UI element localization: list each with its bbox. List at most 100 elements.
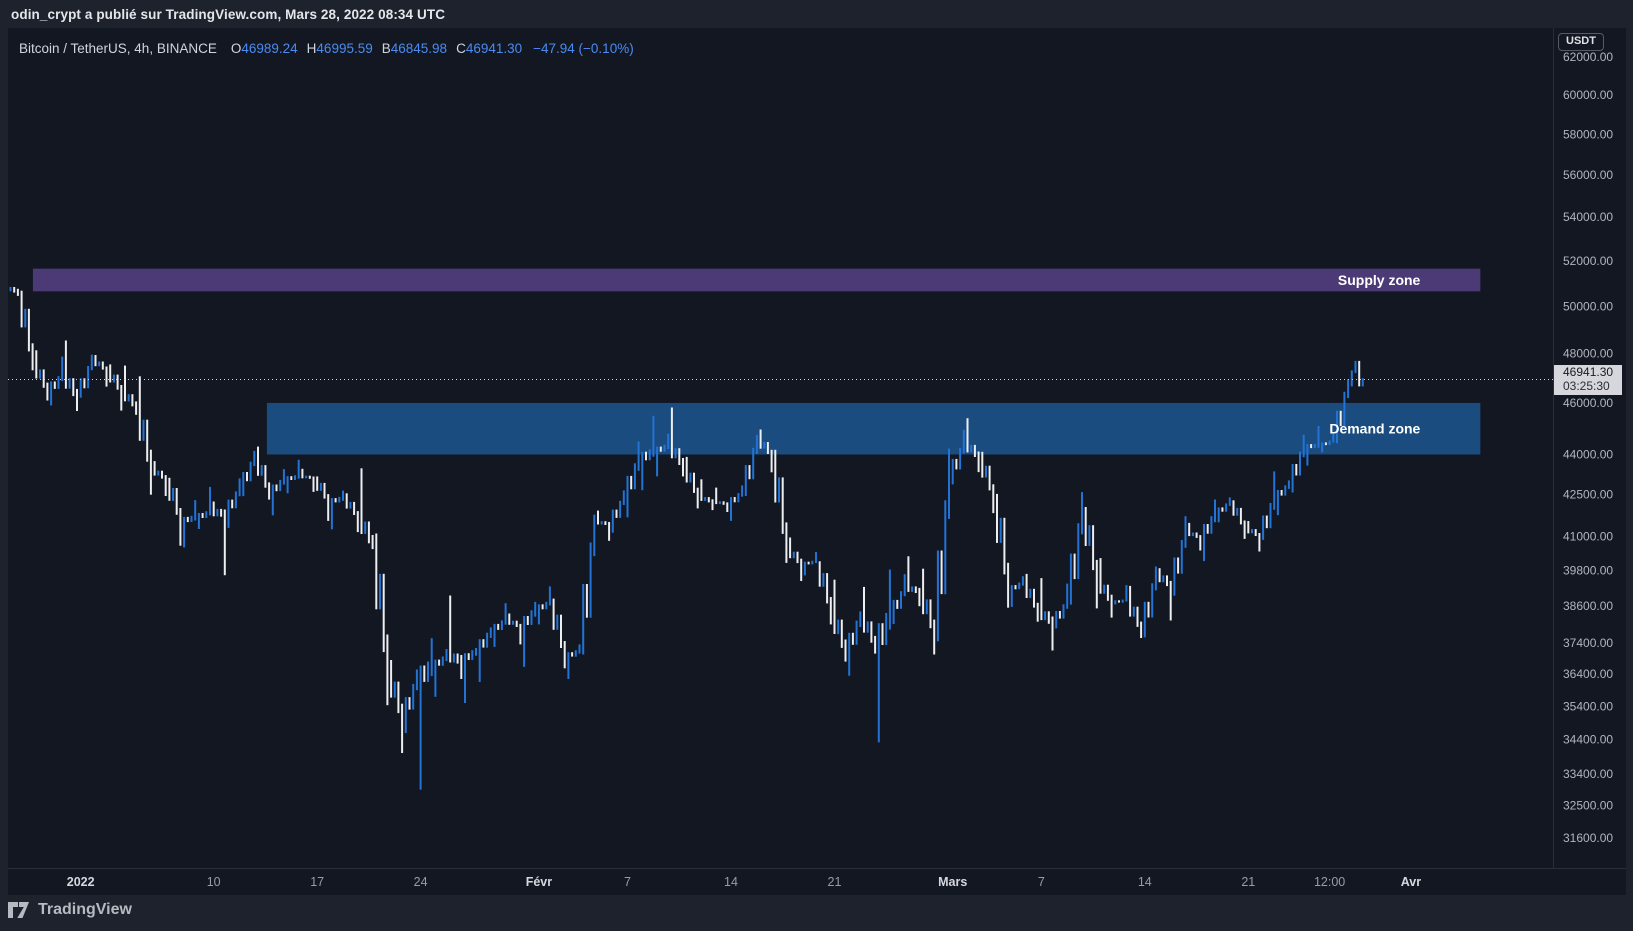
candle — [685, 456, 688, 483]
candle — [663, 444, 666, 452]
candle — [670, 407, 673, 459]
candle — [885, 612, 888, 645]
candle — [744, 465, 747, 496]
candle — [375, 533, 378, 610]
candle — [264, 465, 267, 488]
candle — [881, 623, 884, 645]
candle — [645, 451, 647, 461]
candle — [1306, 444, 1309, 466]
candlestick-chart[interactable]: 62000.00 60000.00 58000.00 56000.00 54000.00… — [8, 28, 1626, 895]
candle — [903, 574, 906, 597]
candle — [693, 472, 695, 493]
price-tick-label: 38600.00 — [1563, 599, 1613, 613]
candle — [1047, 611, 1050, 624]
symbol-title[interactable]: Bitcoin / TetherUS, 4h, BINANCE — [19, 40, 217, 56]
currency-badge[interactable]: USDT — [1558, 33, 1604, 51]
candle — [855, 620, 858, 645]
candle — [1136, 606, 1139, 627]
candle — [415, 669, 418, 691]
candle — [445, 649, 448, 662]
price-tick-label: 46000.00 — [1563, 396, 1613, 410]
candle — [471, 650, 474, 660]
candle — [637, 441, 640, 471]
supply-zone-rect[interactable] — [32, 268, 1481, 292]
candle — [770, 449, 773, 473]
candle — [615, 509, 618, 518]
candle — [1069, 553, 1072, 605]
candle — [434, 659, 437, 697]
candle — [24, 308, 27, 328]
candle — [929, 599, 932, 629]
candle — [811, 560, 814, 565]
candle — [829, 597, 832, 625]
candle — [1210, 516, 1213, 534]
candle — [382, 573, 385, 653]
candle — [61, 356, 64, 382]
candle — [456, 653, 459, 664]
high-value: H46995.59 — [306, 40, 373, 56]
candle — [64, 340, 67, 389]
candle — [1206, 524, 1209, 534]
candle — [778, 477, 780, 503]
candle — [922, 568, 925, 615]
change-value: −47.94 (−0.10%) — [533, 40, 634, 56]
candle — [763, 442, 766, 449]
candle — [560, 614, 562, 648]
candle — [146, 419, 149, 462]
time-tick-label: 24 — [414, 875, 428, 889]
candle — [393, 681, 396, 698]
candle — [179, 508, 182, 546]
candle — [338, 496, 341, 503]
candle — [600, 521, 603, 525]
candle — [1095, 559, 1098, 609]
candle — [467, 653, 470, 660]
candle — [379, 573, 381, 610]
candle — [231, 499, 234, 509]
candle — [996, 493, 998, 543]
time-tick-label: 17 — [310, 875, 324, 889]
candle — [1132, 606, 1135, 617]
candle — [704, 497, 707, 501]
candle — [911, 586, 914, 592]
candle — [1088, 525, 1091, 546]
candle — [1121, 599, 1124, 603]
candle — [951, 458, 954, 485]
candle — [589, 542, 592, 618]
candle — [1173, 557, 1176, 596]
candle — [371, 535, 374, 550]
candle — [1191, 532, 1194, 537]
candle — [1014, 585, 1017, 590]
candle — [933, 619, 936, 655]
candle — [319, 482, 322, 491]
candle — [452, 653, 455, 663]
candle — [630, 475, 633, 490]
candle — [800, 558, 803, 581]
candle — [216, 508, 219, 517]
candle — [711, 499, 714, 511]
candle — [866, 621, 869, 633]
candle — [68, 378, 71, 389]
candle — [135, 401, 138, 415]
candle — [367, 521, 370, 544]
candle — [500, 620, 503, 630]
candle — [1243, 520, 1246, 539]
candle — [1354, 360, 1357, 373]
candle — [674, 448, 677, 459]
candle — [1066, 583, 1069, 609]
candle — [977, 451, 980, 473]
candle — [1276, 490, 1279, 516]
candle — [667, 433, 670, 449]
candle — [482, 639, 485, 648]
candle — [397, 681, 400, 714]
candle — [330, 498, 333, 530]
candle — [781, 477, 784, 534]
price-tick-label: 31600.00 — [1563, 831, 1613, 845]
tradingview-attribution[interactable]: TradingView — [8, 901, 132, 919]
candle — [441, 656, 444, 666]
candle — [523, 616, 526, 667]
candle — [1018, 582, 1021, 590]
candle — [1118, 600, 1120, 603]
demand-zone-rect[interactable] — [266, 402, 1481, 455]
candle — [752, 447, 755, 480]
candle — [1106, 584, 1109, 601]
